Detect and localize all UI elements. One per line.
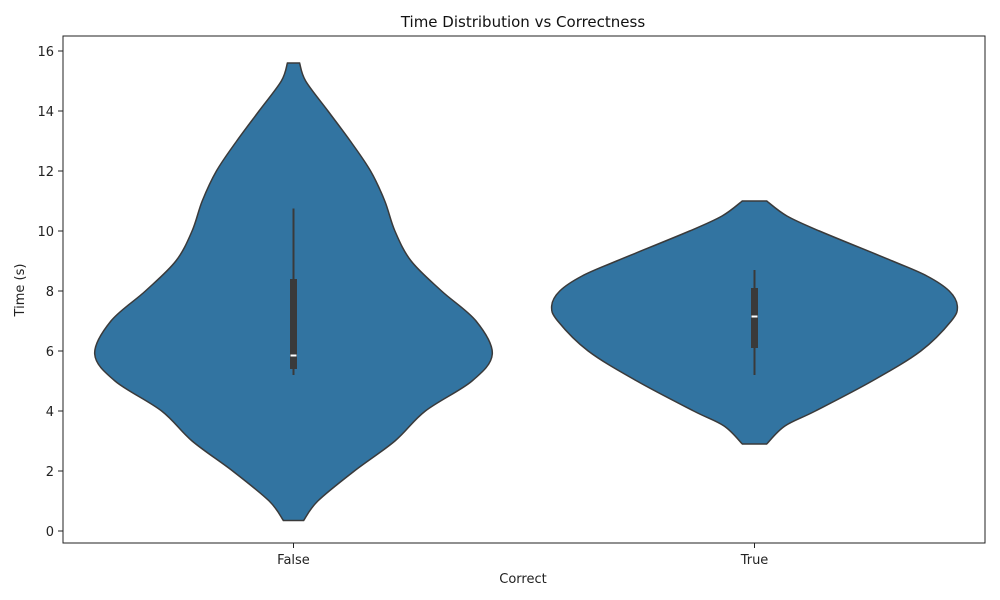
y-axis: 0 2 4 6 8 10 12 14 16: [37, 45, 63, 540]
y-tick-label: 4: [46, 405, 54, 420]
y-tick-label: 2: [46, 465, 54, 480]
y-axis-label: Time (s): [13, 264, 28, 318]
violin-iqr-box: [290, 279, 297, 369]
y-tick-label: 10: [37, 225, 54, 240]
x-axis: False True: [277, 543, 768, 568]
violins-group: [93, 62, 959, 522]
y-tick-label: 8: [46, 285, 54, 300]
x-tick-label: True: [740, 553, 769, 568]
y-tick-label: 16: [37, 45, 54, 60]
violin-iqr-box: [751, 288, 758, 348]
plot-frame: [62, 35, 986, 544]
y-tick-label: 6: [46, 345, 54, 360]
y-tick-label: 0: [46, 525, 54, 540]
x-tick-label: False: [277, 553, 310, 568]
x-axis-label: Correct: [499, 572, 546, 587]
chart-title: Time Distribution vs Correctness: [400, 13, 646, 31]
y-tick-label: 14: [37, 105, 54, 120]
y-tick-label: 12: [37, 165, 54, 180]
